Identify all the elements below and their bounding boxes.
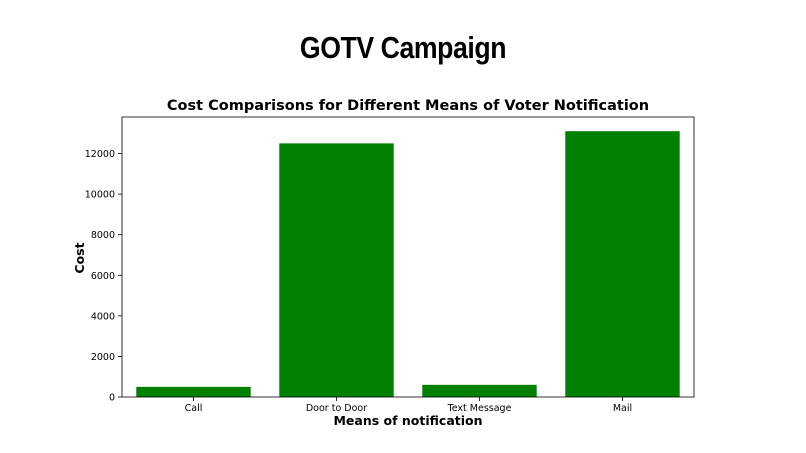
chart-title: Cost Comparisons for Different Means of … [167, 98, 649, 114]
y-tick-label: 6000 [91, 271, 115, 282]
bar-mail [565, 131, 680, 398]
y-axis-label: Cost [72, 242, 87, 273]
y-tick-label: 4000 [91, 311, 115, 322]
slide-title: GOTV Campaign [299, 30, 507, 65]
bar-text-message [422, 384, 537, 397]
x-tick-label: Text Message [447, 403, 512, 414]
y-tick-label: 12000 [85, 149, 115, 160]
y-tick-label: 10000 [85, 190, 115, 201]
bar-door-to-door [279, 143, 394, 397]
y-tick-label: 0 [109, 393, 115, 404]
x-tick-label: Mail [613, 403, 632, 414]
x-tick-label: Door to Door [306, 403, 367, 414]
x-tick-label: Call [185, 403, 203, 414]
plot-area: 0 2000 4000 6000 8000 10000 12000 Call Door to D… [85, 116, 695, 414]
y-tick-label: 8000 [91, 230, 115, 241]
bar-call [136, 386, 251, 397]
x-axis-label: Means of notification [333, 413, 482, 428]
y-tick-label: 2000 [91, 352, 115, 363]
axes-frame [121, 116, 695, 398]
